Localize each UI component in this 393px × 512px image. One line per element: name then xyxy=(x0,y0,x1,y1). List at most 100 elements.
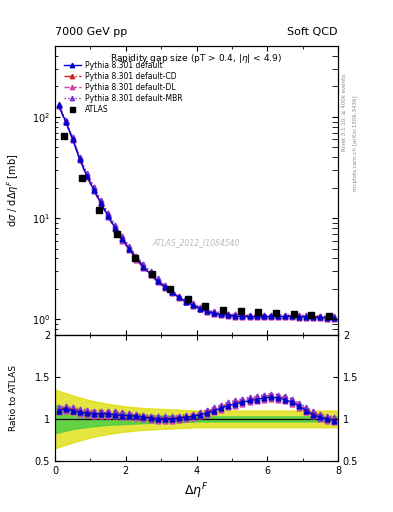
Line: Pythia 8.301 default: Pythia 8.301 default xyxy=(56,103,337,321)
ATLAS xyxy=(97,207,102,213)
ATLAS xyxy=(292,311,296,317)
Pythia 8.301 default-MBR xyxy=(254,312,259,318)
Pythia 8.301 default-MBR xyxy=(233,311,238,317)
Pythia 8.301 default xyxy=(120,236,125,242)
Pythia 8.301 default-MBR xyxy=(148,268,153,274)
Pythia 8.301 default-MBR xyxy=(318,312,323,318)
Pythia 8.301 default-MBR xyxy=(275,312,280,318)
Pythia 8.301 default-CD xyxy=(240,312,245,318)
Pythia 8.301 default xyxy=(176,294,181,301)
Pythia 8.301 default-MBR xyxy=(261,312,266,318)
Pythia 8.301 default-MBR xyxy=(134,253,139,259)
Pythia 8.301 default xyxy=(63,118,68,124)
Pythia 8.301 default-MBR xyxy=(176,292,181,298)
Pythia 8.301 default-DL xyxy=(311,315,316,321)
Line: Pythia 8.301 default-MBR: Pythia 8.301 default-MBR xyxy=(56,101,337,319)
Pythia 8.301 default xyxy=(148,271,153,277)
Pythia 8.301 default xyxy=(191,302,195,308)
Pythia 8.301 default-MBR xyxy=(84,170,89,176)
Pythia 8.301 default-MBR xyxy=(169,287,174,293)
Pythia 8.301 default xyxy=(106,213,110,219)
Pythia 8.301 default xyxy=(226,312,231,318)
ATLAS xyxy=(79,175,84,181)
Pythia 8.301 default-DL xyxy=(191,303,195,309)
Text: Soft QCD: Soft QCD xyxy=(288,28,338,37)
Pythia 8.301 default xyxy=(155,278,160,284)
Pythia 8.301 default-CD xyxy=(219,311,224,317)
Pythia 8.301 default-MBR xyxy=(205,307,209,313)
Pythia 8.301 default-DL xyxy=(106,214,110,220)
Pythia 8.301 default-CD xyxy=(113,223,118,229)
Pythia 8.301 default-CD xyxy=(311,313,316,319)
Line: Pythia 8.301 default-DL: Pythia 8.301 default-DL xyxy=(56,103,337,322)
Pythia 8.301 default-DL xyxy=(261,314,266,321)
Pythia 8.301 default-CD xyxy=(205,308,209,314)
Pythia 8.301 default-MBR xyxy=(113,222,118,228)
Pythia 8.301 default-CD xyxy=(148,269,153,275)
Pythia 8.301 default-DL xyxy=(176,295,181,301)
Pythia 8.301 default-DL xyxy=(70,137,75,143)
Text: Rivet 3.1.10, ≥ 400k events: Rivet 3.1.10, ≥ 400k events xyxy=(342,74,346,151)
Pythia 8.301 default-MBR xyxy=(155,275,160,281)
Pythia 8.301 default-CD xyxy=(304,313,309,319)
Pythia 8.301 default-DL xyxy=(205,309,209,315)
Text: 7000 GeV pp: 7000 GeV pp xyxy=(55,28,127,37)
ATLAS xyxy=(203,303,208,309)
Pythia 8.301 default-DL xyxy=(56,102,61,109)
Pythia 8.301 default-MBR xyxy=(268,312,273,318)
Pythia 8.301 default-CD xyxy=(261,312,266,318)
Pythia 8.301 default xyxy=(318,314,323,321)
Pythia 8.301 default-MBR xyxy=(141,261,146,267)
Pythia 8.301 default xyxy=(304,314,309,320)
Pythia 8.301 default-CD xyxy=(318,313,323,319)
Pythia 8.301 default-MBR xyxy=(304,312,309,318)
Pythia 8.301 default xyxy=(141,264,146,270)
ATLAS xyxy=(150,271,155,277)
Pythia 8.301 default-CD xyxy=(332,314,337,321)
Line: ATLAS: ATLAS xyxy=(61,133,332,319)
Pythia 8.301 default xyxy=(297,314,301,320)
Pythia 8.301 default-DL xyxy=(99,201,103,207)
Pythia 8.301 default-DL xyxy=(332,316,337,322)
Pythia 8.301 default-DL xyxy=(247,314,252,321)
Text: ATLAS_2012_I1084540: ATLAS_2012_I1084540 xyxy=(153,238,240,247)
Pythia 8.301 default xyxy=(332,315,337,321)
Pythia 8.301 default xyxy=(70,136,75,142)
X-axis label: $\Delta\eta^F$: $\Delta\eta^F$ xyxy=(184,481,209,501)
Pythia 8.301 default-DL xyxy=(77,157,82,163)
Pythia 8.301 default-CD xyxy=(106,211,110,217)
Pythia 8.301 default-CD xyxy=(162,283,167,289)
Pythia 8.301 default-MBR xyxy=(127,243,132,249)
Pythia 8.301 default-MBR xyxy=(70,134,75,140)
Pythia 8.301 default-MBR xyxy=(325,313,330,319)
Pythia 8.301 default-DL xyxy=(318,315,323,321)
Pythia 8.301 default-DL xyxy=(233,314,238,320)
Pythia 8.301 default-DL xyxy=(283,314,287,321)
Pythia 8.301 default-DL xyxy=(84,174,89,180)
Pythia 8.301 default-DL xyxy=(169,290,174,296)
Pythia 8.301 default-MBR xyxy=(63,117,68,123)
ATLAS xyxy=(115,231,119,237)
Pythia 8.301 default-DL xyxy=(141,265,146,271)
ATLAS xyxy=(309,312,314,318)
Y-axis label: d$\sigma$ / d$\Delta\eta^F$ [mb]: d$\sigma$ / d$\Delta\eta^F$ [mb] xyxy=(5,154,21,227)
Pythia 8.301 default xyxy=(219,311,224,317)
Pythia 8.301 default-MBR xyxy=(240,312,245,318)
Pythia 8.301 default-DL xyxy=(63,119,68,125)
Text: mcplots.cern.ch [arXiv:1306.3436]: mcplots.cern.ch [arXiv:1306.3436] xyxy=(353,96,358,191)
Pythia 8.301 default-DL xyxy=(254,314,259,321)
Pythia 8.301 default xyxy=(240,313,245,319)
Pythia 8.301 default-DL xyxy=(219,312,224,318)
Pythia 8.301 default xyxy=(283,313,287,319)
ATLAS xyxy=(62,133,66,139)
Pythia 8.301 default-CD xyxy=(290,312,294,318)
Pythia 8.301 default-DL xyxy=(134,257,139,263)
Pythia 8.301 default xyxy=(254,313,259,319)
Pythia 8.301 default-CD xyxy=(283,312,287,318)
Pythia 8.301 default xyxy=(127,246,132,252)
Pythia 8.301 default-CD xyxy=(226,311,231,317)
Pythia 8.301 default xyxy=(261,313,266,319)
Pythia 8.301 default-CD xyxy=(176,294,181,300)
ATLAS xyxy=(168,286,173,292)
Pythia 8.301 default-MBR xyxy=(297,312,301,318)
